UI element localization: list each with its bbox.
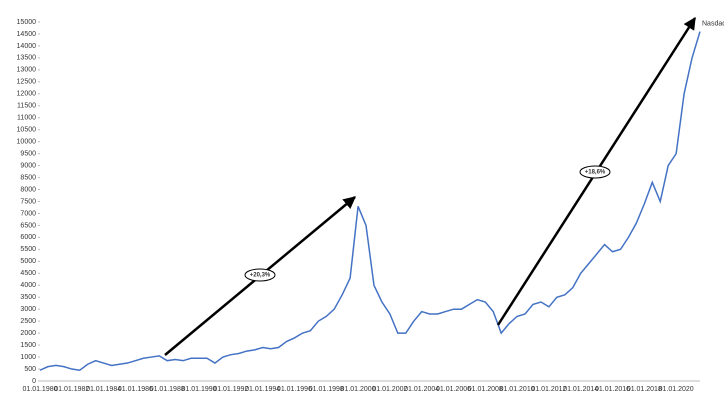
y-tick-label: 9000: [20, 162, 36, 169]
y-tick-label: 2000: [20, 330, 36, 337]
y-tick-label: 8000: [20, 186, 36, 193]
y-tick-label: 3500: [20, 294, 36, 301]
y-tick-label: 7000: [20, 210, 36, 217]
x-tick-label: 01.01.1998: [309, 386, 344, 393]
x-tick-label: 01.01.2016: [595, 386, 630, 393]
x-tick-label: 01.01.2020: [659, 386, 694, 393]
x-tick-label: 01.01.1984: [86, 386, 121, 393]
y-tick-label: 6500: [20, 222, 36, 229]
x-tick-label: 01.01.1986: [118, 386, 153, 393]
y-tick-label: 6000: [20, 234, 36, 241]
x-tick-label: 01.01.1982: [54, 386, 89, 393]
x-tick-label: 01.01.2018: [627, 386, 662, 393]
y-tick-label: 10000: [17, 139, 37, 146]
x-tick-label: 01.01.1994: [245, 386, 280, 393]
y-tick-label: 7500: [20, 198, 36, 205]
y-tick-label: 3000: [20, 306, 36, 313]
y-tick-label: 10500: [17, 127, 37, 134]
y-tick-label: 9500: [20, 150, 36, 157]
y-tick-label: 12500: [17, 79, 37, 86]
y-tick-label: 1500: [20, 342, 36, 349]
x-tick-label: 01.01.1990: [182, 386, 217, 393]
y-tick-label: 14000: [17, 43, 37, 50]
annotation-box: [244, 268, 276, 282]
annotation: +18,6%: [585, 170, 606, 176]
y-tick-label: 5000: [20, 258, 36, 265]
x-tick-label: 01.01.2010: [500, 386, 535, 393]
y-tick-label: 14500: [17, 31, 37, 38]
y-tick-label: 13000: [17, 67, 37, 74]
y-tick-label: 15000: [17, 19, 37, 26]
legend-label: Nasdaq: [702, 20, 724, 27]
y-tick-label: 11000: [17, 115, 36, 122]
x-tick-label: 01.01.1996: [277, 386, 312, 393]
x-tick-label: 01.01.1992: [213, 386, 248, 393]
y-tick-label: 0: [32, 378, 36, 385]
x-tick-label: 01.01.2000: [341, 386, 376, 393]
x-tick-label: 01.01.1980: [22, 386, 57, 393]
y-tick-label: 4000: [20, 282, 36, 289]
y-tick-label: 11500: [17, 103, 36, 110]
y-tick-label: 12000: [17, 91, 37, 98]
y-tick-label: 5500: [20, 246, 36, 253]
x-tick-label: 01.01.2002: [372, 386, 407, 393]
annotation-box: [579, 165, 611, 179]
y-tick-label: 500: [24, 366, 36, 373]
x-tick-label: 01.01.2012: [531, 386, 566, 393]
y-tick-label: 13500: [17, 55, 37, 62]
x-tick-label: 01.01.2006: [436, 386, 471, 393]
y-tick-label: 8500: [20, 174, 36, 181]
x-tick-label: 01.01.2008: [468, 386, 503, 393]
y-tick-label: 1000: [20, 354, 36, 361]
y-tick-label: 2500: [20, 318, 36, 325]
annotation: +20,3%: [250, 273, 271, 279]
x-tick-label: 01.01.2004: [404, 386, 439, 393]
line: [39, 31, 701, 372]
x-tick-label: 01.01.1988: [150, 386, 185, 393]
x-tick-label: 01.01.2014: [563, 386, 598, 393]
y-tick-label: 4500: [20, 270, 36, 277]
